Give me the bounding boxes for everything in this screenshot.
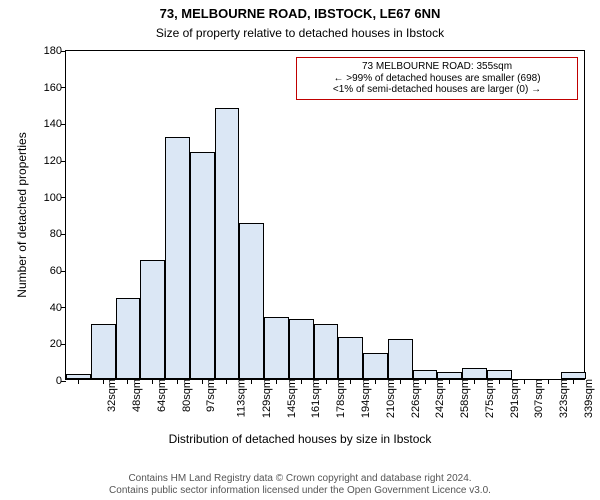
x-tick-mark	[202, 379, 203, 384]
x-tick-mark	[449, 379, 450, 384]
footer-line1: Contains HM Land Registry data © Crown c…	[0, 473, 600, 485]
x-tick-mark	[499, 379, 500, 384]
x-tick-mark	[226, 379, 227, 384]
x-tick-label: 80sqm	[179, 379, 193, 412]
histogram-bar	[388, 339, 413, 379]
footer: Contains HM Land Registry data © Crown c…	[0, 473, 600, 496]
histogram-bar	[289, 319, 314, 380]
histogram-bar	[462, 368, 487, 379]
x-tick-mark	[127, 379, 128, 384]
x-tick-label: 339sqm	[581, 379, 595, 418]
x-tick-label: 258sqm	[457, 379, 471, 418]
y-tick-label: 100	[44, 192, 66, 204]
histogram-bar	[190, 152, 215, 379]
histogram-bar	[363, 353, 388, 379]
x-axis-label: Distribution of detached houses by size …	[0, 432, 600, 446]
x-tick-mark	[573, 379, 574, 384]
histogram-bar	[561, 372, 586, 379]
y-tick-label: 60	[50, 265, 66, 277]
y-tick-label: 0	[56, 375, 66, 387]
chart-subtitle: Size of property relative to detached ho…	[0, 26, 600, 40]
annotation-line2: ← >99% of detached houses are smaller (6…	[303, 73, 571, 85]
y-axis-label: Number of detached properties	[15, 50, 29, 380]
x-tick-label: 145sqm	[284, 379, 298, 418]
x-tick-label: 323sqm	[556, 379, 570, 418]
annotation-line1: 73 MELBOURNE ROAD: 355sqm	[303, 61, 571, 73]
x-tick-mark	[474, 379, 475, 384]
annotation-line3: <1% of semi-detached houses are larger (…	[303, 84, 571, 96]
x-tick-label: 129sqm	[259, 379, 273, 418]
x-tick-mark	[152, 379, 153, 384]
histogram-bar	[264, 317, 289, 379]
histogram-bar	[487, 370, 512, 379]
histogram-bar	[116, 298, 141, 379]
histogram-bar	[91, 324, 116, 379]
footer-line2: Contains public sector information licen…	[0, 485, 600, 497]
x-tick-mark	[400, 379, 401, 384]
x-tick-label: 64sqm	[154, 379, 168, 412]
y-tick-label: 20	[50, 338, 66, 350]
x-tick-mark	[350, 379, 351, 384]
x-tick-label: 242sqm	[432, 379, 446, 418]
x-tick-label: 161sqm	[309, 379, 323, 418]
x-tick-label: 97sqm	[203, 379, 217, 412]
x-tick-mark	[103, 379, 104, 384]
x-tick-label: 291sqm	[507, 379, 521, 418]
x-tick-label: 275sqm	[482, 379, 496, 418]
x-tick-mark	[276, 379, 277, 384]
x-tick-mark	[301, 379, 302, 384]
chart-title: 73, MELBOURNE ROAD, IBSTOCK, LE67 6NN	[0, 6, 600, 21]
x-tick-mark	[326, 379, 327, 384]
histogram-bar	[239, 223, 264, 379]
histogram-bar	[437, 372, 462, 379]
x-tick-mark	[78, 379, 79, 384]
histogram-bar	[413, 370, 438, 379]
x-tick-label: 48sqm	[129, 379, 143, 412]
annotation-box: 73 MELBOURNE ROAD: 355sqm ← >99% of deta…	[296, 57, 578, 100]
histogram-bar	[338, 337, 363, 379]
histogram-bar	[215, 108, 240, 379]
x-tick-mark	[548, 379, 549, 384]
y-tick-label: 160	[44, 82, 66, 94]
x-tick-label: 210sqm	[383, 379, 397, 418]
x-tick-label: 307sqm	[531, 379, 545, 418]
x-tick-label: 178sqm	[333, 379, 347, 418]
x-tick-mark	[177, 379, 178, 384]
y-tick-label: 140	[44, 118, 66, 130]
histogram-bar	[140, 260, 165, 379]
y-tick-label: 40	[50, 302, 66, 314]
x-tick-label: 113sqm	[234, 379, 248, 417]
y-tick-label: 180	[44, 45, 66, 57]
histogram-bar	[165, 137, 190, 379]
y-tick-label: 120	[44, 155, 66, 167]
x-tick-mark	[375, 379, 376, 384]
y-tick-label: 80	[50, 228, 66, 240]
x-tick-label: 32sqm	[104, 379, 118, 412]
x-tick-mark	[425, 379, 426, 384]
plot-area: 020406080100120140160180 32sqm48sqm64sqm…	[65, 50, 585, 380]
x-tick-mark	[251, 379, 252, 384]
x-tick-mark	[524, 379, 525, 384]
histogram-bar	[314, 324, 339, 379]
x-tick-label: 194sqm	[358, 379, 372, 418]
x-tick-label: 226sqm	[408, 379, 422, 418]
